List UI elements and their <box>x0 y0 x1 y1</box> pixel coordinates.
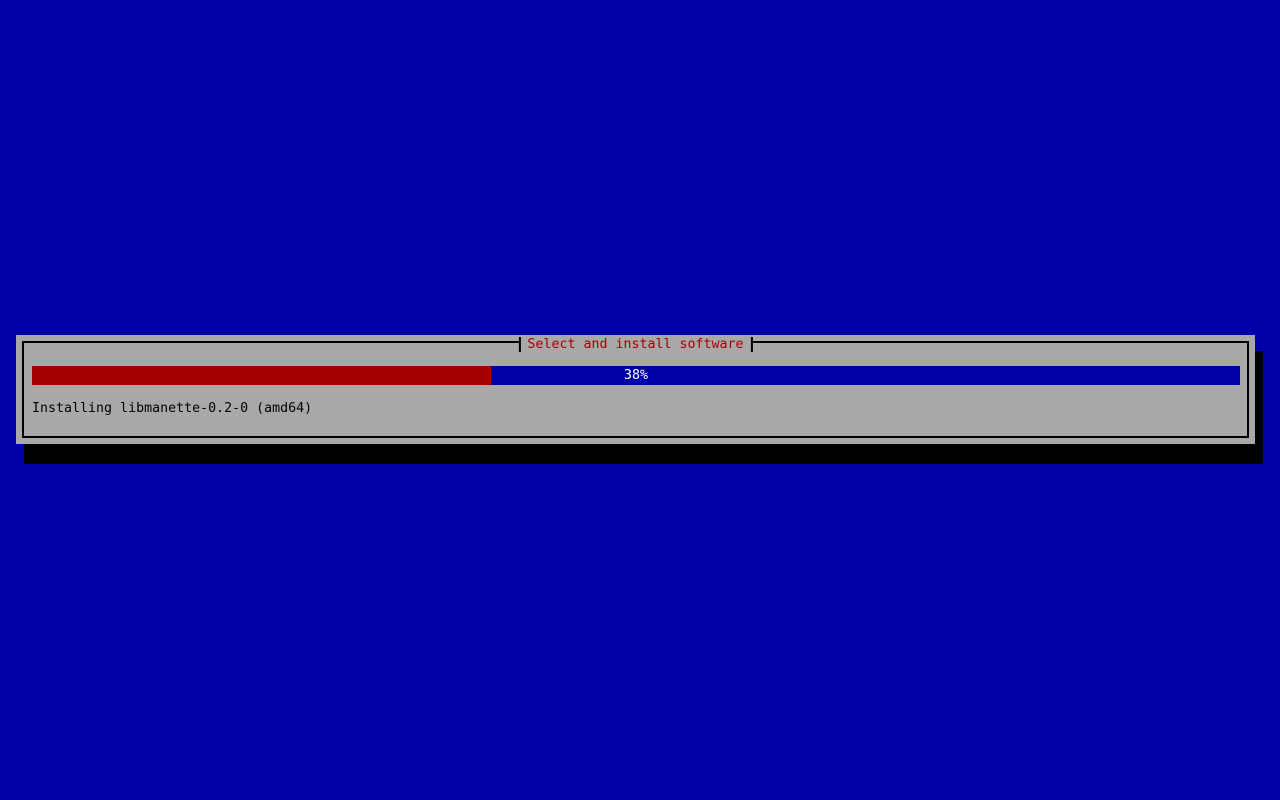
dialog-title: Select and install software <box>527 337 744 352</box>
dialog-title-bar: Select and install software <box>518 337 753 352</box>
progress-fill <box>32 366 492 385</box>
progress-percentage: 38% <box>623 368 649 383</box>
title-tick-right-icon <box>750 337 753 352</box>
title-tick-left-icon <box>518 337 521 352</box>
install-progress-dialog: Select and install software 38% Installi… <box>16 335 1255 444</box>
dialog-border <box>22 341 1249 438</box>
progress-bar: 38% <box>32 366 1240 385</box>
install-status-text: Installing libmanette-0.2-0 (amd64) <box>32 401 313 416</box>
